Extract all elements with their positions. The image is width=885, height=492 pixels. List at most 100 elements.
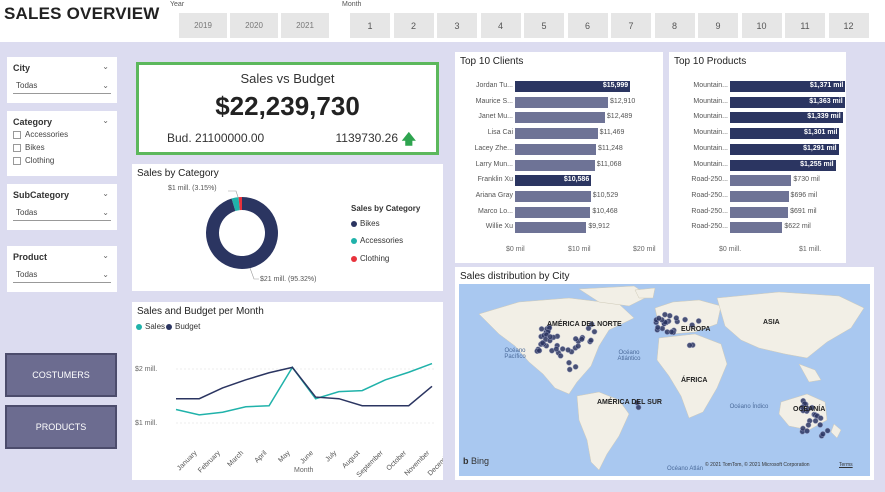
- city-marker[interactable]: [585, 325, 592, 332]
- city-marker[interactable]: [817, 422, 824, 428]
- bar[interactable]: [730, 143, 839, 155]
- month-button-5[interactable]: 5: [523, 12, 565, 39]
- subcategory-dropdown[interactable]: Todas ⌄: [13, 206, 111, 221]
- city-marker[interactable]: [588, 321, 595, 328]
- year-button-2020[interactable]: 2020: [229, 12, 279, 39]
- bar[interactable]: [730, 159, 836, 171]
- series-line-sales[interactable]: [175, 362, 433, 416]
- products-button[interactable]: PRODUCTS: [5, 405, 117, 449]
- chevron-down-icon[interactable]: ⌄: [102, 189, 109, 198]
- customers-button[interactable]: COSTUMERS: [5, 353, 117, 397]
- city-marker[interactable]: [575, 343, 581, 349]
- chevron-down-icon[interactable]: ⌄: [102, 251, 109, 260]
- category-option-bikes[interactable]: Bikes: [13, 143, 45, 152]
- city-marker[interactable]: [820, 431, 826, 437]
- city-dropdown[interactable]: Todas ⌄: [13, 79, 111, 94]
- legend-item-bikes[interactable]: Bikes: [351, 219, 380, 228]
- city-marker[interactable]: [572, 335, 579, 342]
- city-marker[interactable]: [673, 315, 680, 321]
- bar[interactable]: [515, 128, 598, 140]
- bar[interactable]: [515, 159, 595, 171]
- chevron-down-icon[interactable]: ⌄: [102, 62, 109, 71]
- bar[interactable]: [730, 190, 789, 202]
- city-marker[interactable]: [566, 359, 572, 366]
- year-button-2021[interactable]: 2021: [280, 12, 330, 39]
- category-option-clothing[interactable]: Clothing: [13, 156, 54, 165]
- city-marker[interactable]: [800, 425, 806, 432]
- city-marker[interactable]: [553, 346, 560, 352]
- city-marker[interactable]: [557, 352, 564, 359]
- city-marker[interactable]: [695, 318, 702, 324]
- legend-item-sales[interactable]: Sales: [136, 322, 165, 331]
- month-button-9[interactable]: 9: [697, 12, 739, 39]
- bar[interactable]: [515, 190, 591, 202]
- city-marker[interactable]: [656, 315, 662, 322]
- city-marker[interactable]: [686, 342, 693, 349]
- donut-slice-accessories[interactable]: [231, 197, 240, 211]
- world-map[interactable]: AMÉRICA DEL NORTE EUROPA ASIA ÁFRICA AMÉ…: [459, 284, 870, 476]
- legend-item-accessories[interactable]: Accessories: [351, 236, 403, 245]
- city-marker[interactable]: [659, 325, 666, 332]
- city-marker[interactable]: [536, 347, 543, 354]
- month-button-6[interactable]: 6: [566, 12, 609, 39]
- city-marker[interactable]: [662, 311, 668, 318]
- city-marker[interactable]: [689, 322, 695, 328]
- city-marker[interactable]: [799, 404, 806, 411]
- month-button-11[interactable]: 11: [784, 12, 826, 39]
- bar[interactable]: [515, 112, 605, 124]
- month-button-2[interactable]: 2: [392, 12, 435, 39]
- city-marker[interactable]: [559, 346, 566, 352]
- bar[interactable]: [515, 81, 631, 92]
- city-marker[interactable]: [668, 329, 675, 335]
- month-button-7[interactable]: 7: [610, 12, 652, 39]
- city-marker[interactable]: [654, 324, 661, 331]
- city-marker[interactable]: [817, 415, 824, 421]
- bar[interactable]: [515, 222, 587, 234]
- city-marker[interactable]: [812, 418, 819, 424]
- city-marker[interactable]: [588, 337, 594, 344]
- city-marker[interactable]: [805, 422, 812, 428]
- month-button-8[interactable]: 8: [653, 12, 696, 39]
- bar[interactable]: [730, 81, 846, 92]
- donut-slice-bikes[interactable]: [206, 197, 278, 269]
- month-button-1[interactable]: 1: [349, 12, 391, 39]
- legend-item-clothing[interactable]: Clothing: [351, 254, 389, 263]
- city-marker[interactable]: [809, 404, 815, 411]
- month-button-4[interactable]: 4: [479, 12, 522, 39]
- checkbox[interactable]: [13, 156, 21, 165]
- city-marker[interactable]: [591, 328, 598, 335]
- city-marker[interactable]: [804, 428, 810, 434]
- checkbox[interactable]: [13, 130, 21, 139]
- month-button-12[interactable]: 12: [827, 12, 870, 39]
- bar[interactable]: [515, 143, 596, 155]
- chevron-down-icon[interactable]: ⌄: [102, 116, 109, 125]
- city-marker[interactable]: [547, 333, 554, 340]
- category-option-accessories[interactable]: Accessories: [13, 130, 68, 139]
- bar[interactable]: [730, 222, 783, 234]
- city-marker[interactable]: [566, 366, 573, 373]
- city-marker[interactable]: [824, 427, 831, 434]
- bar[interactable]: [730, 96, 845, 108]
- city-marker[interactable]: [578, 336, 585, 343]
- bar[interactable]: [515, 175, 592, 187]
- city-marker[interactable]: [538, 326, 545, 332]
- bar[interactable]: [730, 112, 843, 124]
- bar[interactable]: [515, 96, 608, 108]
- bar[interactable]: [730, 206, 789, 218]
- city-marker[interactable]: [682, 316, 688, 323]
- year-button-2019[interactable]: 2019: [178, 12, 228, 39]
- donut-slice-clothing[interactable]: [238, 197, 242, 211]
- city-marker[interactable]: [539, 339, 546, 346]
- city-marker[interactable]: [666, 312, 673, 319]
- month-button-10[interactable]: 10: [740, 12, 783, 39]
- product-dropdown[interactable]: Todas ⌄: [13, 268, 111, 283]
- checkbox[interactable]: [13, 143, 21, 152]
- map-terms-link[interactable]: Terms: [839, 462, 853, 468]
- legend-item-budget[interactable]: Budget: [166, 322, 200, 331]
- city-marker[interactable]: [572, 363, 579, 370]
- month-button-3[interactable]: 3: [436, 12, 478, 39]
- bar[interactable]: [730, 175, 792, 187]
- bar[interactable]: [515, 206, 591, 218]
- bar[interactable]: [730, 128, 840, 140]
- city-marker[interactable]: [635, 404, 642, 411]
